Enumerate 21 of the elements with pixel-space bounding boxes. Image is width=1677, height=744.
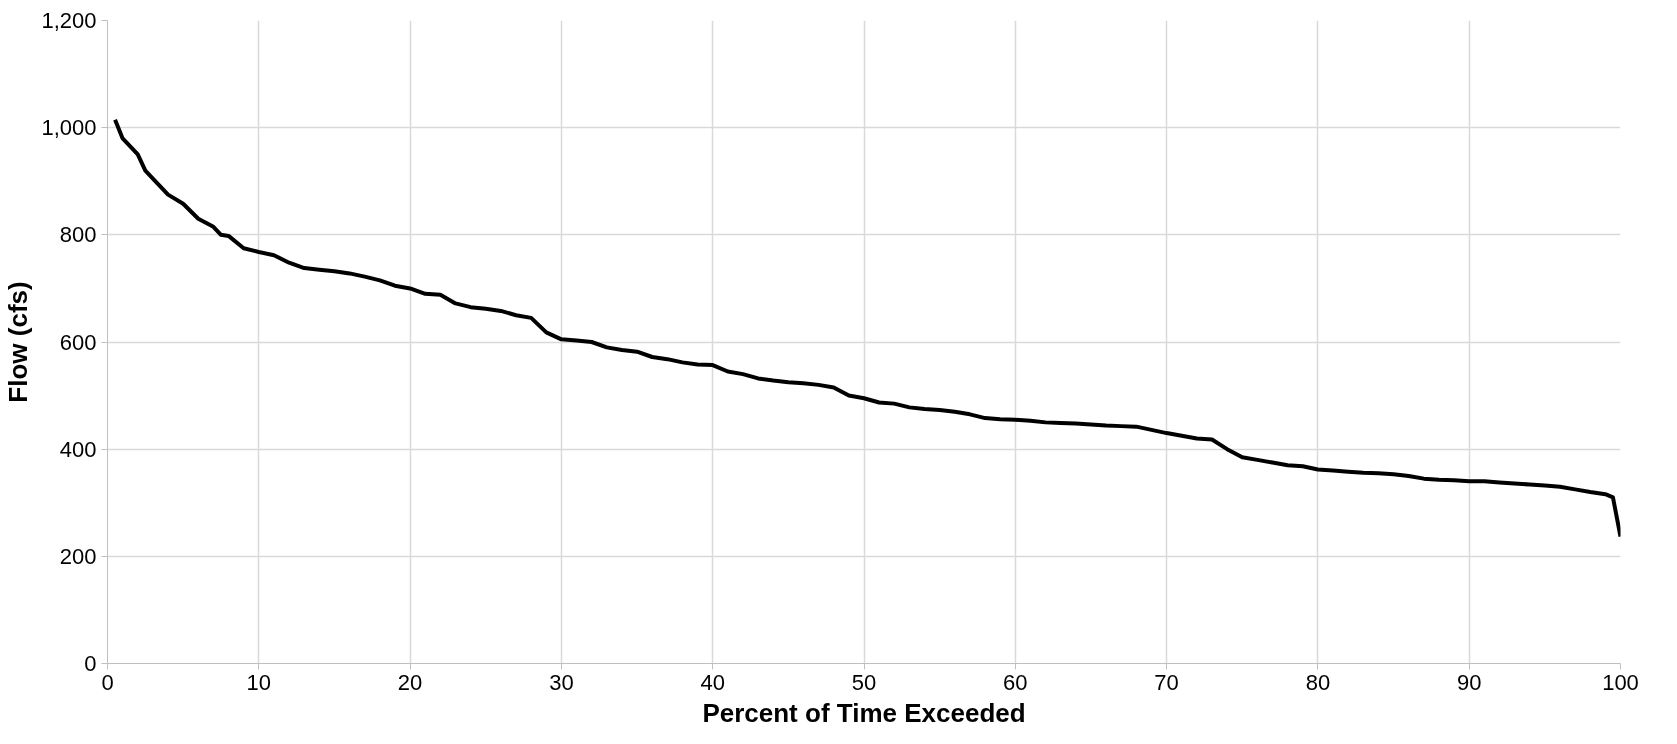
x-tick-label: 70 [1154, 669, 1179, 695]
y-tick-label: 400 [59, 436, 97, 462]
x-tick-label: 100 [1602, 669, 1639, 695]
y-axis-title: Flow (cfs) [3, 281, 34, 403]
y-tick-label: 200 [59, 543, 97, 569]
x-tick-label: 60 [1003, 669, 1028, 695]
x-tick-label: 80 [1305, 669, 1331, 695]
x-tick-label: 10 [246, 669, 272, 695]
x-tick-label: 30 [549, 669, 574, 695]
x-axis-title: Percent of Time Exceeded [702, 697, 1026, 728]
y-tick-label: 0 [84, 651, 97, 676]
x-tick-label: 40 [700, 669, 725, 695]
x-tick-label: 20 [397, 669, 423, 695]
x-tick-label: 50 [851, 669, 877, 695]
y-tick-label: 1,200 [41, 8, 97, 33]
y-tick-label: 1,000 [41, 115, 97, 141]
y-tick-label: 800 [59, 222, 97, 248]
x-tick-label: 90 [1456, 669, 1482, 695]
line-series [113, 117, 1621, 539]
y-tick-label: 600 [59, 329, 97, 355]
x-tick-label: 0 [101, 669, 114, 695]
